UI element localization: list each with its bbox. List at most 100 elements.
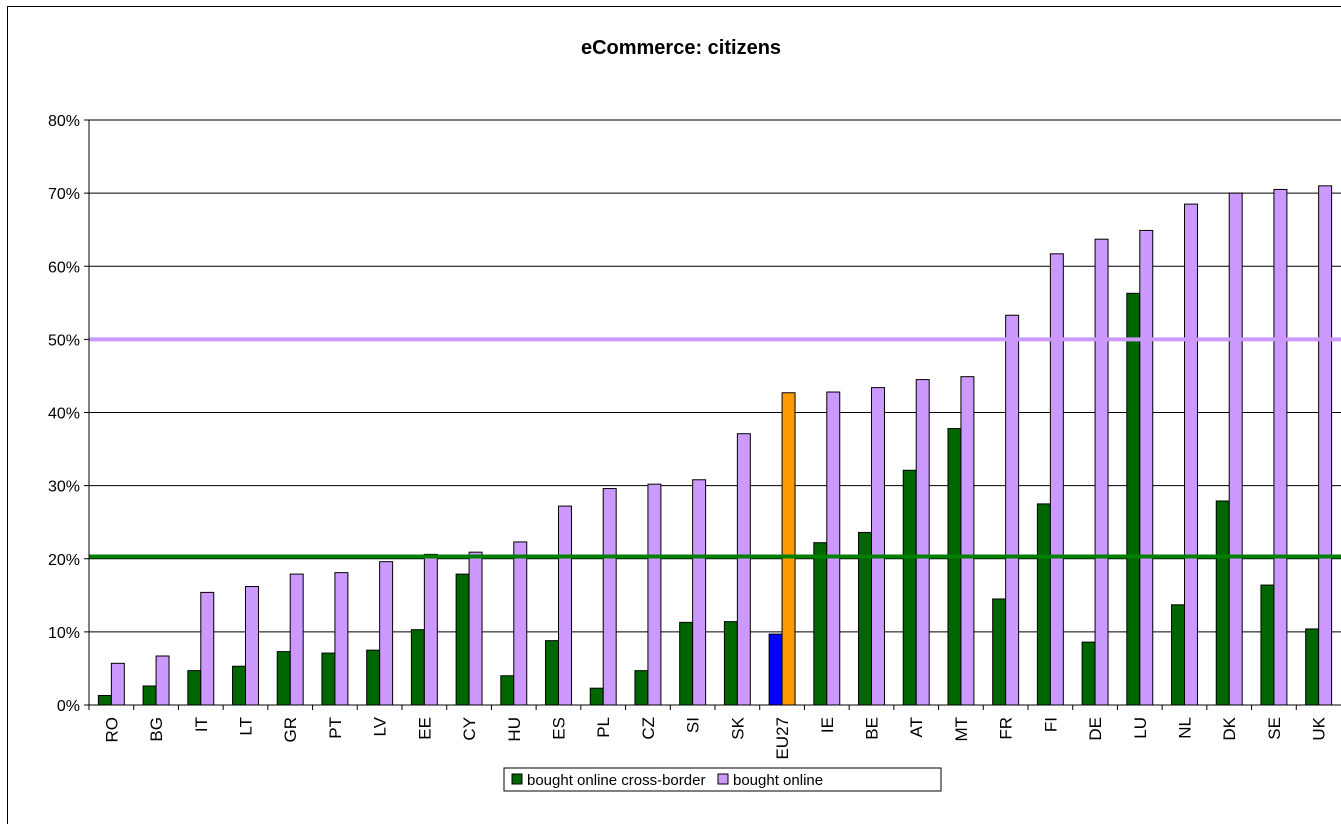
bar-bought-online-mt bbox=[960, 376, 975, 706]
bar-cross-border-sk bbox=[723, 621, 738, 706]
bar-cross-border-si bbox=[679, 621, 694, 706]
bar-cross-border-eu27 bbox=[768, 633, 783, 706]
x-tick-label: DK bbox=[1220, 716, 1239, 740]
bar-bought-online-it bbox=[200, 591, 215, 706]
x-tick-label: RO bbox=[102, 717, 121, 743]
x-tick-label: PL bbox=[594, 717, 613, 738]
bar-bought-online-fi bbox=[1049, 253, 1064, 706]
bar-cross-border-es bbox=[545, 640, 559, 706]
x-tick-label: SK bbox=[728, 716, 747, 739]
y-tick-label: 40% bbox=[48, 406, 80, 423]
y-tick-label: 70% bbox=[48, 186, 80, 203]
bar-cross-border-fi bbox=[1036, 503, 1051, 706]
bar-cross-border-ro bbox=[97, 694, 112, 706]
x-tick-label: LT bbox=[237, 717, 256, 736]
axes: 0% 10% 20% 30% 40% 50% 60% 70% 80% RO BG IT LT GR PT LV… bbox=[48, 113, 1341, 760]
reference-lines bbox=[89, 337, 1341, 559]
bars bbox=[97, 185, 1333, 706]
bar-cross-border-cy bbox=[455, 573, 470, 706]
bar-cross-border-bg bbox=[142, 685, 157, 706]
y-tick-label: 50% bbox=[48, 332, 80, 349]
bar-cross-border-dk bbox=[1215, 500, 1230, 706]
bar-bought-online-nl bbox=[1184, 203, 1198, 706]
legend-swatch-bought-online bbox=[717, 773, 729, 785]
y-tick-label: 10% bbox=[48, 625, 80, 642]
bar-bought-online-lu bbox=[1139, 229, 1154, 706]
bar-bought-online-gr bbox=[289, 573, 304, 706]
bar-bought-online-uk bbox=[1318, 185, 1333, 706]
x-tick-label: AT bbox=[907, 717, 926, 737]
bar-bought-online-bg bbox=[155, 655, 170, 706]
bar-cross-border-pt bbox=[321, 652, 336, 706]
y-tick-label: 80% bbox=[48, 113, 80, 130]
bar-bought-online-lt bbox=[245, 586, 259, 706]
x-tick-label: BG bbox=[147, 717, 166, 742]
x-tick-label: SE bbox=[1265, 717, 1284, 740]
bar-cross-border-se bbox=[1260, 584, 1275, 706]
y-tick-label: 20% bbox=[48, 552, 80, 569]
x-tick-label: NL bbox=[1176, 717, 1195, 739]
legend-label-bought-online: bought online bbox=[733, 772, 823, 789]
bar-bought-online-hu bbox=[513, 541, 528, 706]
bar-cross-border-ie bbox=[813, 542, 828, 706]
bar-bought-online-fr bbox=[1005, 314, 1020, 706]
bar-cross-border-lv bbox=[366, 649, 381, 706]
bar-cross-border-cz bbox=[634, 670, 649, 706]
y-tick-label: 0% bbox=[57, 698, 80, 715]
legend: bought online cross-border bought online bbox=[503, 767, 942, 792]
x-tick-label: EU27 bbox=[773, 717, 792, 760]
x-tick-label: FI bbox=[1041, 717, 1060, 732]
x-tick-label: SI bbox=[684, 717, 703, 733]
bar-bought-online-lv bbox=[379, 561, 394, 706]
x-tick-label: DE bbox=[1086, 717, 1105, 741]
bar-cross-border-nl bbox=[1171, 604, 1185, 706]
bar-cross-border-lu bbox=[1126, 292, 1141, 706]
x-tick-label: HU bbox=[505, 717, 524, 742]
bar-cross-border-pl bbox=[589, 687, 604, 706]
legend-label-cross-border: bought online cross-border bbox=[527, 772, 705, 789]
bar-cross-border-uk bbox=[1305, 628, 1320, 706]
bar-cross-border-ee bbox=[410, 629, 425, 706]
bar-bought-online-ie bbox=[826, 391, 841, 706]
bar-bought-online-se bbox=[1273, 188, 1288, 706]
y-tick-label: 60% bbox=[48, 259, 80, 276]
bar-bought-online-cz bbox=[647, 483, 662, 706]
x-tick-label: EE bbox=[415, 717, 434, 740]
bar-bought-online-ro bbox=[110, 662, 125, 706]
x-tick-label: CZ bbox=[639, 717, 658, 740]
bar-bought-online-dk bbox=[1228, 192, 1243, 706]
bar-cross-border-at bbox=[902, 469, 917, 706]
bar-bought-online-es bbox=[558, 505, 572, 706]
bar-cross-border-de bbox=[1081, 641, 1096, 706]
bar-bought-online-pl bbox=[602, 488, 617, 706]
bar-bought-online-be bbox=[871, 387, 885, 706]
bar-cross-border-it bbox=[187, 670, 202, 706]
x-tick-label: IE bbox=[818, 717, 837, 733]
bar-bought-online-si bbox=[692, 479, 707, 706]
bar-cross-border-hu bbox=[500, 675, 515, 706]
bar-cross-border-lt bbox=[232, 665, 246, 706]
y-tick-label: 30% bbox=[48, 479, 80, 496]
x-tick-label: UK bbox=[1310, 716, 1329, 740]
x-tick-label: BE bbox=[863, 717, 882, 740]
x-tick-label: FR bbox=[997, 717, 1016, 740]
x-tick-label: IT bbox=[192, 717, 211, 732]
x-tick-label: ES bbox=[550, 717, 569, 740]
x-tick-label: MT bbox=[952, 717, 971, 742]
x-tick-label: PT bbox=[326, 717, 345, 739]
bar-bought-online-ee bbox=[423, 553, 438, 706]
bar-cross-border-fr bbox=[992, 598, 1007, 706]
x-tick-label: LV bbox=[371, 716, 390, 736]
chart-title: eCommerce: citizens bbox=[581, 37, 781, 59]
bar-bought-online-eu27 bbox=[781, 392, 796, 706]
bar-cross-border-gr bbox=[276, 651, 291, 706]
bar-cross-border-mt bbox=[947, 428, 962, 706]
bar-bought-online-pt bbox=[334, 572, 349, 706]
x-tick-label: CY bbox=[460, 717, 479, 741]
bar-bought-online-cy bbox=[468, 551, 483, 706]
bar-bought-online-sk bbox=[736, 433, 751, 706]
chart-area bbox=[7, 6, 1341, 824]
legend-swatch-cross-border bbox=[511, 773, 523, 785]
bar-bought-online-de bbox=[1094, 238, 1109, 706]
